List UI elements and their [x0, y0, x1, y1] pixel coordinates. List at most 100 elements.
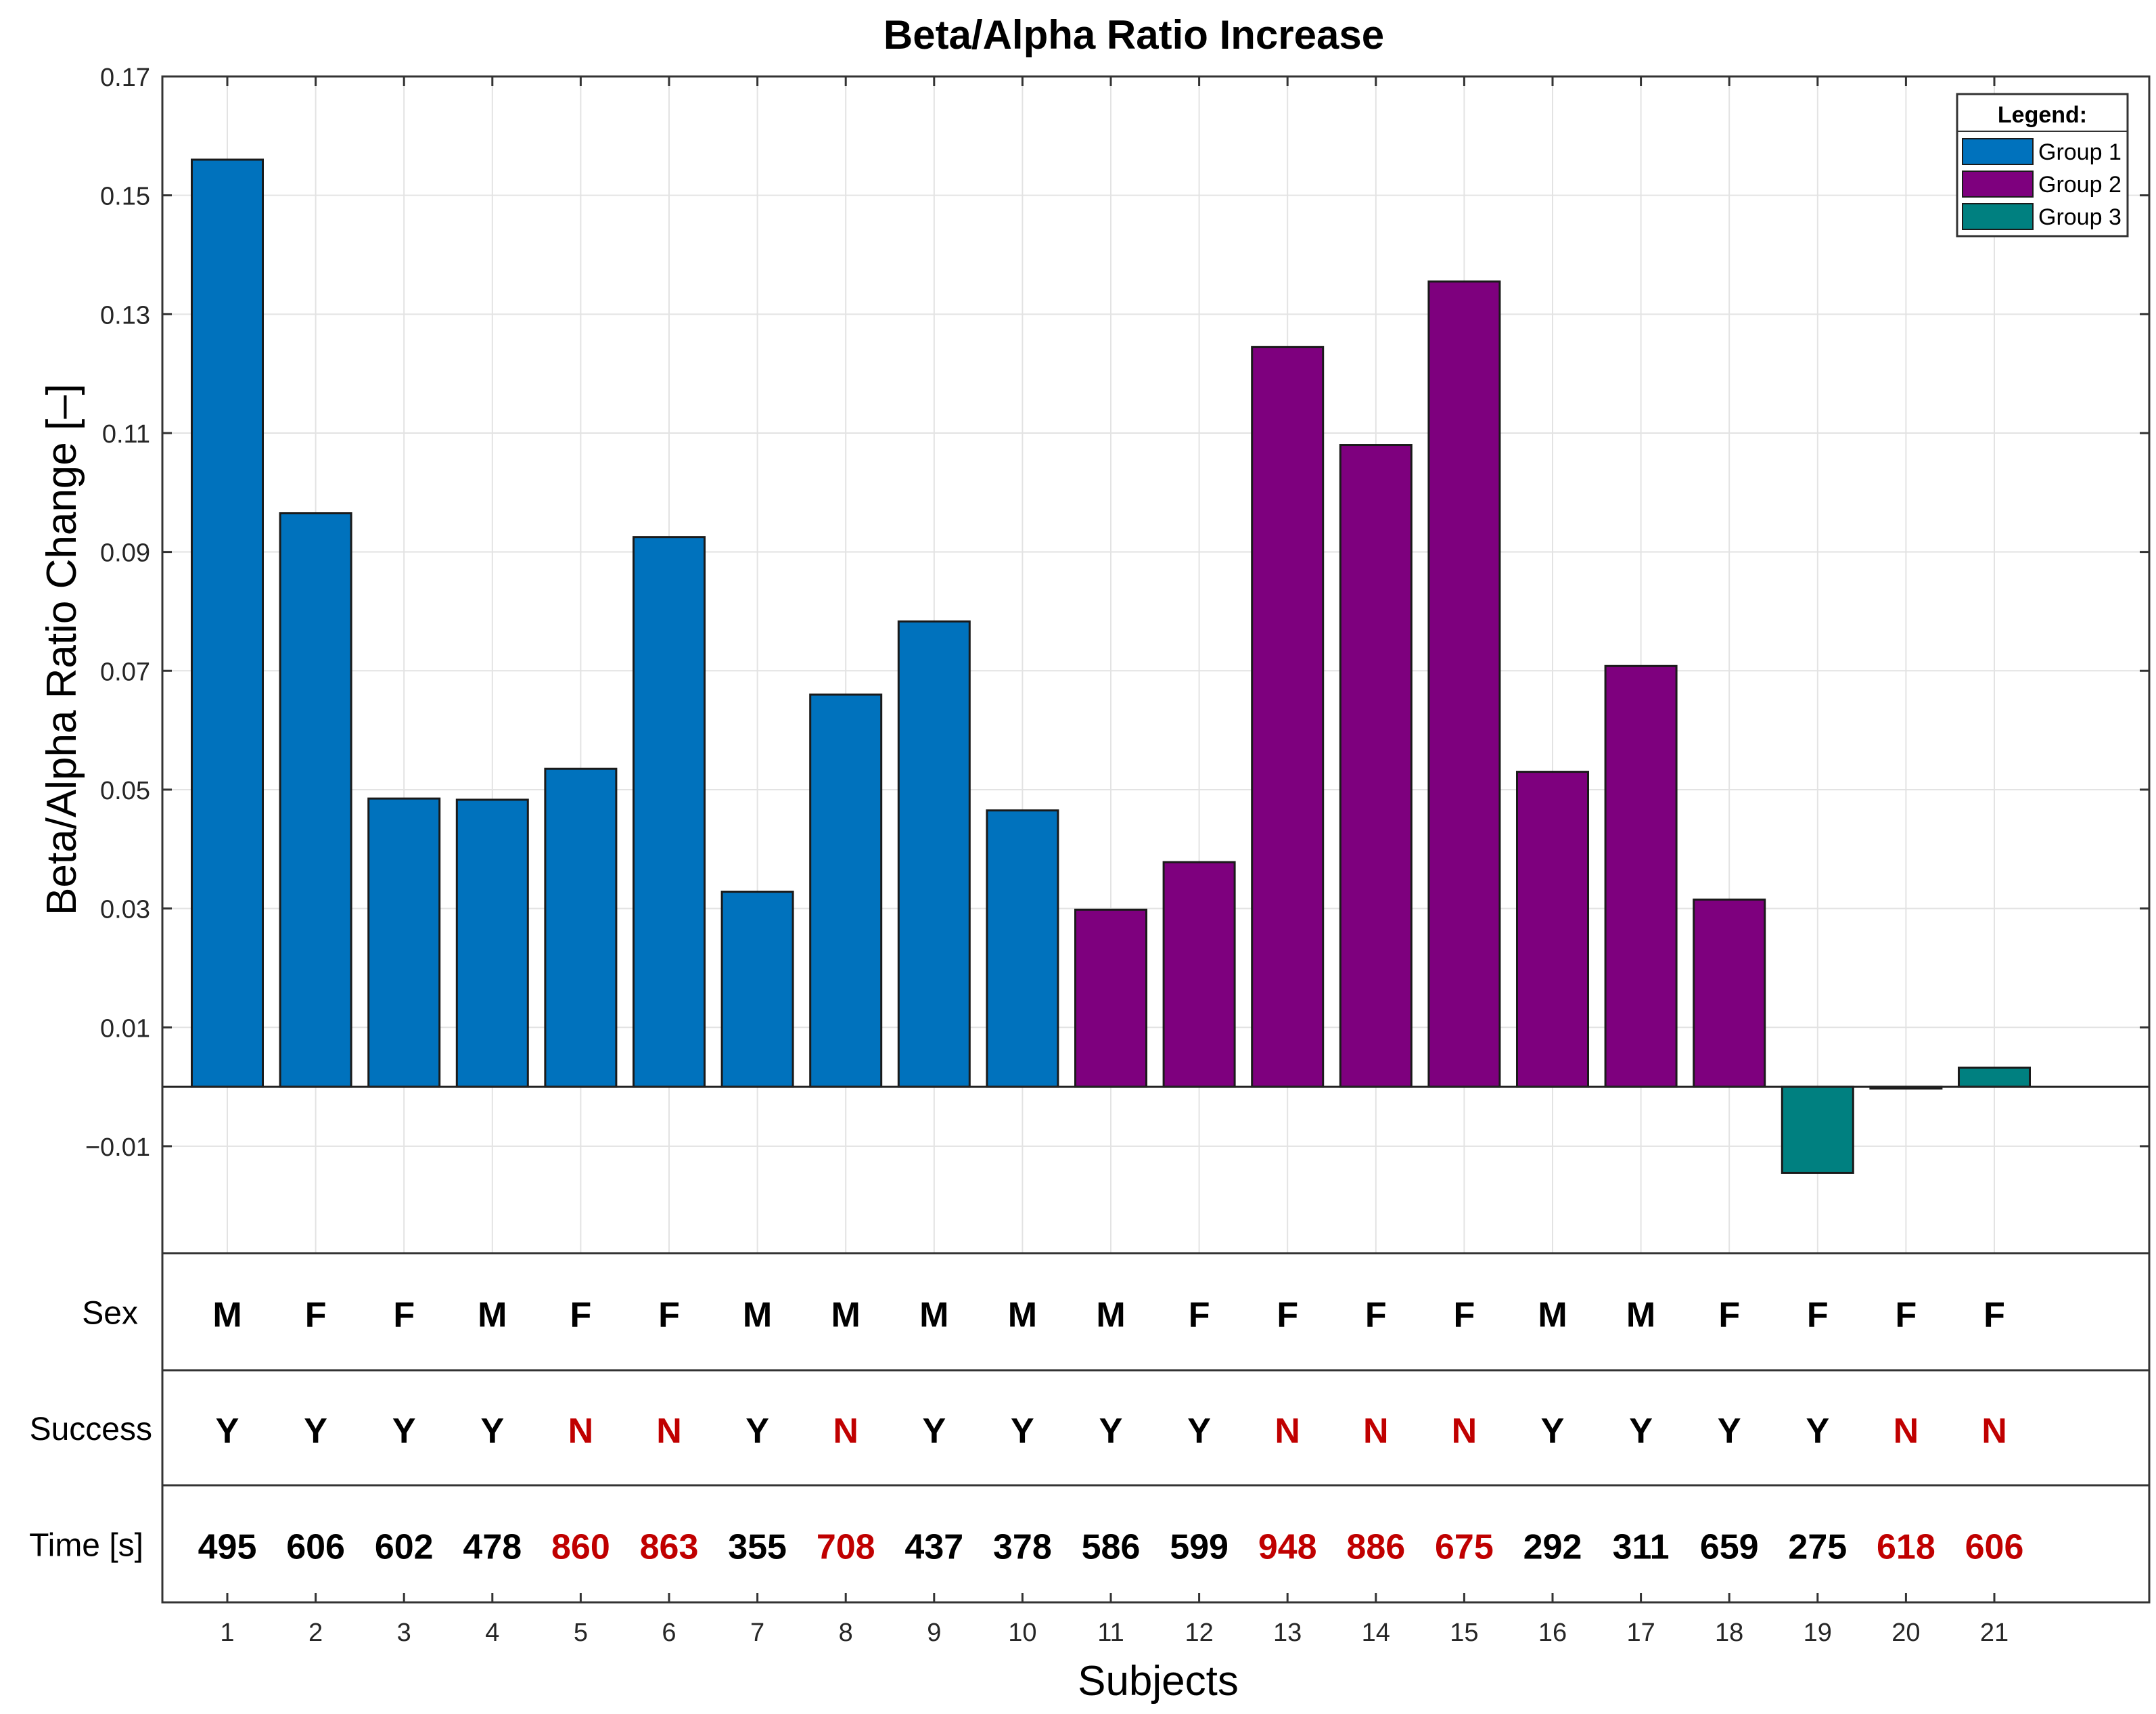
x-tick-label: 7 [750, 1619, 764, 1647]
table-cell: M [919, 1296, 948, 1335]
table-cell: 886 [1346, 1528, 1405, 1567]
x-tick-label: 2 [308, 1619, 323, 1647]
table-cell: 378 [993, 1528, 1052, 1567]
x-tick-label: 13 [1273, 1619, 1302, 1647]
table-cell: F [1807, 1296, 1829, 1335]
legend-swatch-3 [1962, 203, 2034, 230]
table-cell: F [1189, 1296, 1210, 1335]
y-tick-label: 0.11 [102, 420, 150, 449]
y-axis-ticks: −0.01 0.01 0.03 0.05 0.07 0.09 0.11 0.13 0.15 0.1… [85, 64, 2149, 1162]
x-axis-label: Subjects [1078, 1658, 1239, 1705]
bar-subject-5 [544, 767, 618, 1088]
bar-subject-2 [279, 512, 352, 1088]
table-cell: Y [392, 1412, 416, 1451]
table-cell: F [393, 1296, 415, 1335]
table-cell: 618 [1877, 1528, 1935, 1567]
table-cell: 355 [728, 1528, 787, 1567]
table-cell: 478 [463, 1528, 522, 1567]
x-tick-label: 6 [662, 1619, 676, 1647]
table-cell: F [1454, 1296, 1475, 1335]
legend-swatch-2 [1962, 171, 2034, 198]
x-tick-label: 1 [220, 1619, 234, 1647]
legend: Legend: Group 1 Group 2 Group 3 [1956, 93, 2129, 238]
legend-swatch-1 [1962, 138, 2034, 165]
table-cell: M [1096, 1296, 1125, 1335]
table-cell: Y [922, 1412, 946, 1451]
bar-subject-17 [1604, 664, 1678, 1088]
table-cell: 292 [1523, 1528, 1582, 1567]
legend-title: Legend: [1998, 102, 2087, 128]
x-tick-label: 21 [1980, 1619, 2009, 1647]
bar-subject-13 [1251, 346, 1325, 1088]
legend-label-3: Group 3 [2038, 204, 2121, 230]
table-cell: Y [1629, 1412, 1653, 1451]
table-border [161, 1252, 2151, 1604]
table-cell: N [1275, 1412, 1300, 1451]
table-cell: 606 [1965, 1528, 2024, 1567]
legend-label-1: Group 1 [2038, 139, 2121, 165]
bar-subject-21 [1958, 1066, 2031, 1088]
table-row-label: Success [30, 1412, 152, 1447]
table-cell: Y [216, 1412, 239, 1451]
table-cell: 860 [551, 1528, 610, 1567]
bar-subject-3 [367, 797, 441, 1088]
table-cell: N [1452, 1412, 1477, 1451]
subject-table: Sex M F F M F F M M M M M F F F F M M F F F F Success Y Y Y Y N N Y N Y… [29, 1252, 2151, 1604]
bar-subject-11 [1074, 908, 1147, 1088]
table-cell: F [1365, 1296, 1387, 1335]
table-cell: 863 [640, 1528, 699, 1567]
table-cell: 659 [1700, 1528, 1759, 1567]
table-cell: M [1626, 1296, 1655, 1335]
table-cell: M [743, 1296, 772, 1335]
table-cell: M [212, 1296, 242, 1335]
table-cell: M [1008, 1296, 1037, 1335]
y-tick-label: 0.03 [100, 896, 150, 924]
bar-subject-12 [1162, 861, 1236, 1088]
table-cell: F [1983, 1296, 2005, 1335]
x-tick-label: 9 [927, 1619, 941, 1647]
plot-bars [191, 158, 2031, 1174]
legend-label-2: Group 2 [2038, 172, 2121, 198]
x-tick-label: 17 [1626, 1619, 1655, 1647]
table-row-label: Sex [82, 1296, 138, 1332]
y-tick-label: 0.15 [100, 183, 150, 211]
bar-subject-15 [1427, 280, 1501, 1088]
table-cell: N [833, 1412, 858, 1451]
y-tick-label: 0.01 [100, 1014, 150, 1043]
bar-subject-10 [986, 809, 1059, 1088]
table-cell: Y [1011, 1412, 1034, 1451]
x-tick-label: 11 [1097, 1619, 1124, 1647]
x-tick-label: 10 [1008, 1619, 1036, 1647]
y-tick-label: 0.05 [100, 777, 150, 805]
table-cell: F [1277, 1296, 1298, 1335]
x-tick-label: 14 [1362, 1619, 1390, 1647]
table-cell: 948 [1258, 1528, 1317, 1567]
table-cell: 586 [1082, 1528, 1141, 1567]
table-cell: 602 [375, 1528, 434, 1567]
bar-subject-4 [455, 798, 529, 1088]
table-cell: 437 [904, 1528, 963, 1567]
table-cell: Y [1099, 1412, 1123, 1451]
table-cell: 599 [1170, 1528, 1229, 1567]
table-cell: F [1896, 1296, 1917, 1335]
x-tick-label: 19 [1804, 1619, 1832, 1647]
y-tick-label: −0.01 [85, 1133, 150, 1162]
x-tick-label: 5 [574, 1619, 588, 1647]
table-cell: Y [1718, 1412, 1741, 1451]
y-tick-label: 0.07 [100, 658, 150, 686]
table-cell: 606 [286, 1528, 345, 1567]
table-cell: 495 [198, 1528, 257, 1567]
x-tick-label: 8 [839, 1619, 853, 1647]
table-cell: F [305, 1296, 327, 1335]
bar-subject-6 [633, 536, 706, 1088]
x-tick-label: 16 [1538, 1619, 1567, 1647]
y-tick-label: 0.17 [100, 64, 150, 92]
table-cell: 275 [1788, 1528, 1847, 1567]
x-tick-label: 4 [485, 1619, 499, 1647]
x-tick-label: 3 [397, 1619, 411, 1647]
bar-subject-1 [191, 158, 264, 1088]
table-cell: N [1363, 1412, 1389, 1451]
x-tick-label: 15 [1450, 1619, 1478, 1647]
